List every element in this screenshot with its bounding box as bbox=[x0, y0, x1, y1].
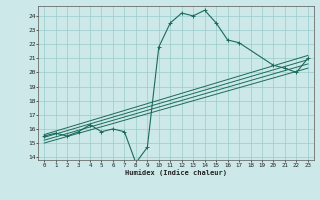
X-axis label: Humidex (Indice chaleur): Humidex (Indice chaleur) bbox=[125, 169, 227, 176]
